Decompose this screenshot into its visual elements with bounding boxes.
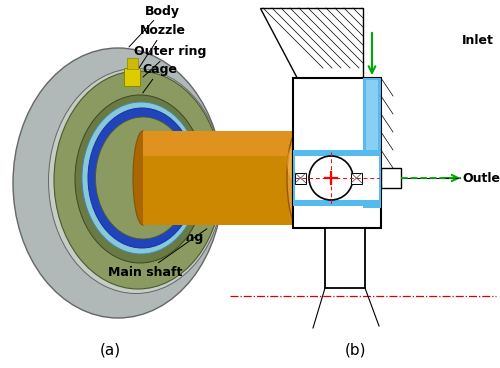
Ellipse shape — [13, 48, 223, 318]
Ellipse shape — [75, 95, 205, 263]
Ellipse shape — [48, 68, 224, 294]
Ellipse shape — [287, 143, 309, 183]
Bar — [325, 228, 365, 288]
Bar — [363, 150, 381, 206]
Text: (b): (b) — [344, 343, 366, 357]
Bar — [351, 173, 362, 184]
Bar — [295, 156, 379, 200]
Polygon shape — [143, 131, 298, 156]
Bar — [295, 173, 306, 184]
Bar — [366, 80, 378, 206]
Ellipse shape — [54, 71, 222, 289]
Bar — [127, 58, 138, 69]
Text: Nozzle: Nozzle — [136, 25, 186, 73]
Bar — [293, 78, 381, 228]
Bar — [143, 131, 298, 225]
Bar — [124, 68, 140, 86]
Polygon shape — [260, 8, 363, 78]
Ellipse shape — [133, 131, 153, 225]
Ellipse shape — [96, 117, 190, 239]
Ellipse shape — [287, 131, 309, 225]
Text: Outlet: Outlet — [462, 171, 500, 184]
Bar — [293, 150, 381, 206]
Bar — [363, 78, 381, 208]
Text: Body: Body — [129, 4, 180, 47]
Text: Outer ring: Outer ring — [134, 46, 206, 77]
Circle shape — [309, 156, 353, 200]
Text: Cage: Cage — [142, 64, 177, 93]
Text: Inlet: Inlet — [462, 33, 494, 46]
Text: Main shaft: Main shaft — [108, 229, 207, 279]
Text: (a): (a) — [100, 343, 120, 357]
Ellipse shape — [82, 102, 200, 254]
Text: Outlet: Outlet — [158, 196, 236, 212]
Ellipse shape — [88, 108, 196, 248]
Bar — [381, 168, 401, 188]
Text: Inner ring: Inner ring — [134, 231, 203, 255]
